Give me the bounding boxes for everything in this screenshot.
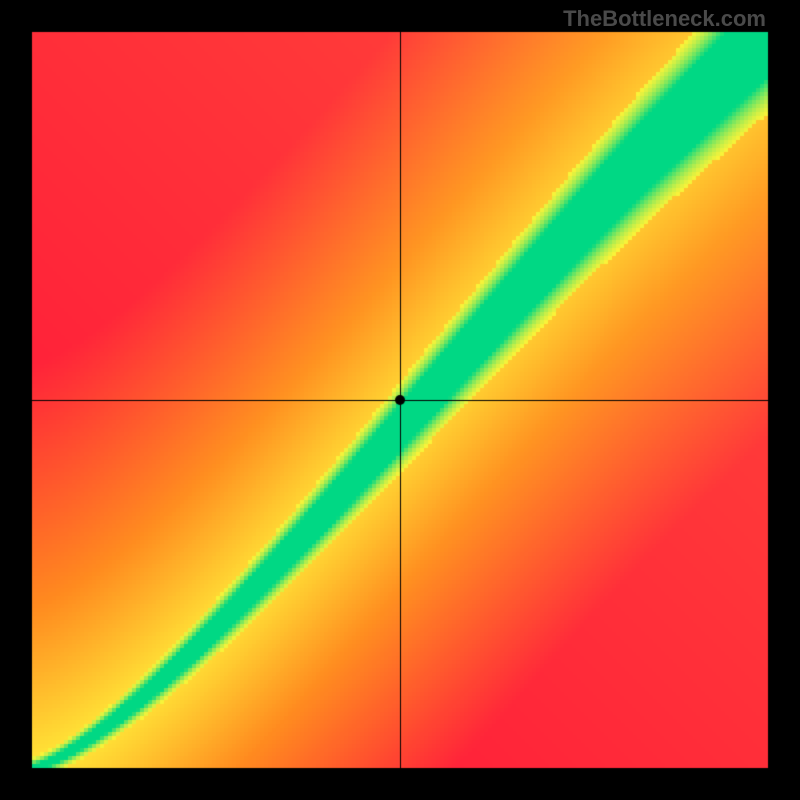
bottleneck-heatmap-canvas — [0, 0, 800, 800]
chart-container: TheBottleneck.com — [0, 0, 800, 800]
watermark-text: TheBottleneck.com — [563, 6, 766, 32]
